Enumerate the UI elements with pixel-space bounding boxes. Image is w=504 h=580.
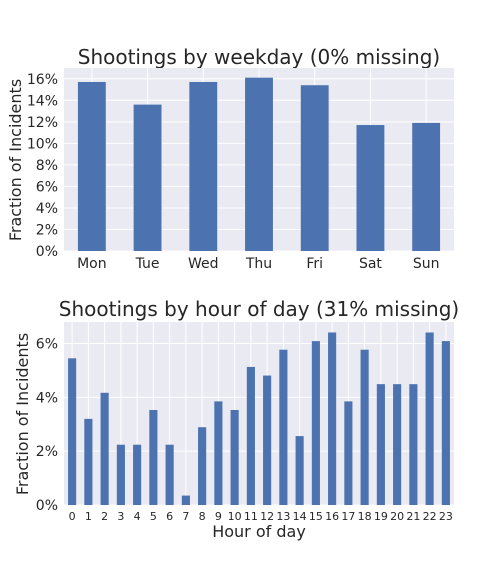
hour-xtick-label: 11 xyxy=(244,510,258,523)
hour-xtick-label: 9 xyxy=(215,510,222,523)
weekday-ytick-label: 14% xyxy=(27,93,58,109)
hour-xtick-label: 0 xyxy=(69,510,76,523)
weekday-xtick-label: Sun xyxy=(413,256,440,272)
hour-bars xyxy=(68,332,450,505)
hour-ytick-label: 2% xyxy=(36,444,58,460)
hour-xtick-label: 12 xyxy=(260,510,274,523)
weekday-bar-Wed xyxy=(189,81,218,252)
hour-xtick-label: 4 xyxy=(134,510,141,523)
weekday-xtick-label: Tue xyxy=(135,256,160,272)
hour-xtick-label: 7 xyxy=(182,510,189,523)
hour-xtick-label: 17 xyxy=(341,510,355,523)
hour-xtick-label: 23 xyxy=(439,510,453,523)
weekday-ytick-label: 16% xyxy=(27,72,58,88)
hour-xtick-label: 21 xyxy=(406,510,420,523)
hour-bar-12 xyxy=(263,375,272,505)
hour-ytick-label: 0% xyxy=(36,498,58,514)
weekday-bar-Thu xyxy=(245,77,273,251)
hour-xtick-label: 13 xyxy=(276,510,290,523)
hour-bar-2 xyxy=(100,392,109,505)
weekday-bar-Sat xyxy=(356,125,385,251)
weekday-bar-Fri xyxy=(300,85,329,251)
hour-bar-9 xyxy=(214,401,223,505)
hour-ytick-labels: 0% 2% 4% 6% xyxy=(36,337,58,514)
hour-plot-area xyxy=(64,322,454,505)
weekday-ytick-label: 6% xyxy=(36,179,58,195)
hour-bar-14 xyxy=(295,436,304,505)
hour-xtick-label: 15 xyxy=(309,510,323,523)
hour-bar-15 xyxy=(311,341,320,505)
weekday-ytick-label: 12% xyxy=(27,115,58,131)
hour-bar-18 xyxy=(360,349,369,505)
weekday-xtick-labels: Mon Tue Wed Thu Fri Sat Sun xyxy=(77,256,439,272)
hour-chart-title: Shootings by hour of day (31% missing) xyxy=(59,297,459,321)
weekday-chart-title: Shootings by weekday (0% missing) xyxy=(78,45,440,69)
weekday-xtick-label: Sat xyxy=(359,256,382,272)
weekday-xtick-label: Fri xyxy=(306,256,323,272)
hour-bar-10 xyxy=(230,410,239,505)
hour-bar-20 xyxy=(393,384,402,505)
hour-bar-13 xyxy=(279,349,288,505)
weekday-xtick-label: Thu xyxy=(245,256,272,272)
hour-xtick-label: 19 xyxy=(374,510,388,523)
weekday-ytick-label: 2% xyxy=(36,222,58,238)
weekday-ytick-label: 8% xyxy=(36,158,58,174)
hour-xtick-label: 6 xyxy=(166,510,173,523)
weekday-bar-Sun xyxy=(412,122,441,252)
hour-xtick-labels: 0 1 2 3 4 5 6 7 8 9 10 11 12 13 14 15 16 17 18 19 20 21 22 23 xyxy=(69,510,453,523)
hour-bar-21 xyxy=(409,384,418,505)
hour-bar-6 xyxy=(165,444,174,505)
hour-bar-3 xyxy=(116,444,125,505)
weekday-bar-Mon xyxy=(77,81,106,252)
hour-xtick-label: 16 xyxy=(325,510,339,523)
hour-bar-11 xyxy=(246,366,255,505)
hour-chart-xlabel: Hour of day xyxy=(212,522,306,541)
weekday-ytick-labels: 0% 2% 4% 6% 8% 10% 12% 14% 16% xyxy=(27,72,58,260)
hour-xtick-label: 18 xyxy=(358,510,372,523)
hour-xtick-label: 22 xyxy=(423,510,437,523)
hour-xtick-label: 20 xyxy=(390,510,404,523)
hour-bar-1 xyxy=(84,418,93,505)
hour-bar-23 xyxy=(441,341,450,505)
weekday-bars xyxy=(77,77,441,252)
hour-chart-ylabel: Fraction of Incidents xyxy=(13,333,32,495)
hour-xtick-label: 5 xyxy=(150,510,157,523)
hour-bar-17 xyxy=(344,401,353,505)
hour-bar-5 xyxy=(149,410,158,505)
hour-chart: Shootings by hour of day (31% missing) F… xyxy=(13,297,459,541)
hour-xtick-label: 10 xyxy=(228,510,242,523)
hour-xtick-label: 2 xyxy=(101,510,108,523)
weekday-ytick-label: 4% xyxy=(36,201,58,217)
hour-ytick-label: 4% xyxy=(36,390,58,406)
hour-ytick-label: 6% xyxy=(36,337,58,353)
hour-bar-7 xyxy=(181,495,190,505)
weekday-bar-Tue xyxy=(133,104,162,251)
weekday-xtick-label: Wed xyxy=(188,256,219,272)
hour-bar-16 xyxy=(328,332,337,505)
hour-xtick-label: 3 xyxy=(117,510,124,523)
weekday-chart: Shootings by weekday (0% missing) Fracti… xyxy=(6,45,454,272)
weekday-ytick-label: 0% xyxy=(36,244,58,260)
hour-bar-0 xyxy=(68,358,77,505)
hour-bar-8 xyxy=(198,427,207,505)
weekday-chart-ylabel: Fraction of Incidents xyxy=(6,79,25,241)
weekday-xtick-label: Mon xyxy=(77,256,107,272)
hour-xtick-label: 1 xyxy=(85,510,92,523)
hour-xtick-label: 8 xyxy=(199,510,206,523)
hour-bar-22 xyxy=(425,332,434,505)
hour-xtick-label: 14 xyxy=(293,510,307,523)
hour-bar-4 xyxy=(133,444,142,505)
weekday-ytick-label: 10% xyxy=(27,136,58,152)
hour-bar-19 xyxy=(376,384,385,505)
